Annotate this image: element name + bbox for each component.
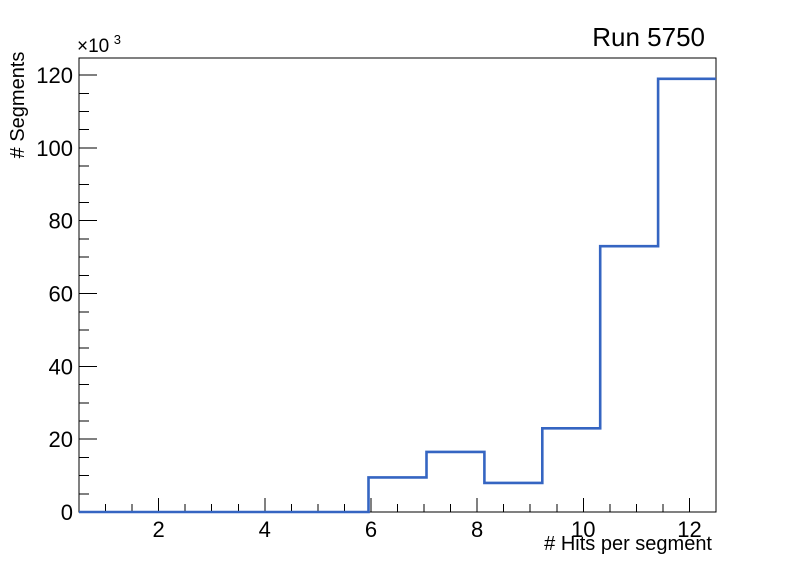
y-axis-tick-labels: 0 20 40 60 80 100 120 (36, 63, 73, 525)
x-tick-label: 8 (471, 517, 483, 542)
y-axis-multiplier-base: ×10 (77, 36, 109, 57)
y-tick-label: 40 (49, 354, 73, 379)
x-axis-ticks (105, 498, 690, 512)
y-tick-label: 60 (49, 282, 73, 307)
plot-frame (78, 57, 717, 513)
x-tick-label: 12 (677, 517, 701, 542)
y-tick-label: 0 (61, 500, 73, 525)
plot-title: Run 5750 (592, 22, 705, 52)
x-tick-label: 6 (365, 517, 377, 542)
x-axis-tick-labels: 2 4 6 8 10 12 (153, 517, 702, 542)
y-tick-label: 80 (49, 209, 73, 234)
y-tick-label: 120 (36, 63, 73, 88)
y-axis: 0 20 40 60 80 100 120 (36, 63, 97, 525)
x-axis: 2 4 6 8 10 12 (105, 498, 702, 542)
x-tick-label: 10 (571, 517, 595, 542)
y-axis-multiplier-exponent: 3 (114, 32, 121, 47)
y-axis-multiplier: ×10 3 (77, 32, 121, 57)
x-axis-title: # Hits per segment (544, 533, 712, 555)
y-axis-title: # Segments (7, 52, 29, 159)
histogram-step-line (79, 77, 716, 514)
y-tick-label: 20 (49, 427, 73, 452)
y-axis-ticks (79, 74, 97, 513)
y-tick-label: 100 (36, 136, 73, 161)
x-tick-label: 2 (153, 517, 165, 542)
x-tick-label: 4 (259, 517, 271, 542)
